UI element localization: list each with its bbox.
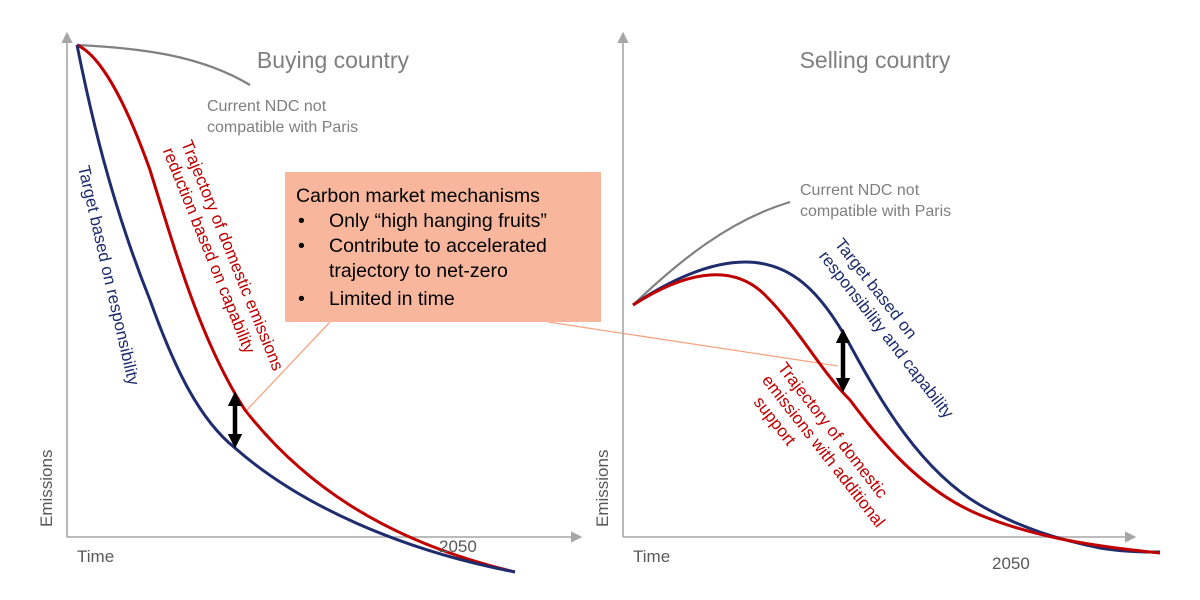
right-x-axis-label: Time: [633, 547, 670, 566]
right-panel: Selling country Current NDC not compatib…: [547, 31, 1161, 573]
right-panel-title: Selling country: [800, 47, 951, 73]
left-ndc-note-line: Current NDC not: [207, 98, 327, 115]
right-blue-curve-label-line: responsibility and capability: [815, 247, 958, 422]
left-x-axis-label: Time: [77, 547, 114, 566]
callout-bullet-3: Limited in time: [329, 288, 455, 310]
callout-bullet-symbol: •: [298, 235, 305, 257]
left-ndc-note-line: compatible with Paris: [207, 119, 358, 136]
left-y-axis-label: Emissions: [37, 450, 56, 527]
left-connector-line: [244, 321, 331, 413]
callout-bullet-symbol: •: [298, 288, 305, 310]
right-y-axis-label: Emissions: [593, 450, 612, 527]
left-red-trajectory-curve: [76, 43, 516, 574]
right-connector-line: [547, 321, 839, 367]
left-red-curve-label-line: Trajectory of domestic emissions: [177, 137, 287, 373]
callout-bullet-2-line-1: Contribute to accelerated: [329, 235, 547, 257]
left-blue-curve-label: Target based on responsibility: [74, 164, 143, 388]
right-red-curve-label: Trajectory of domestic emissions with ad…: [742, 359, 907, 547]
left-panel-title: Buying country: [257, 47, 410, 73]
right-red-curve-label-line: emissions with additional: [758, 371, 889, 531]
left-blue-target-curve: [75, 44, 516, 574]
right-ndc-note-line: compatible with Paris: [800, 203, 951, 220]
left-blue-curve-label-line: Target based on responsibility: [74, 164, 143, 388]
right-red-trajectory-curve: [632, 273, 1161, 555]
right-year-label: 2050: [992, 554, 1030, 573]
right-ndc-note-line: Current NDC not: [800, 182, 920, 199]
callout-box: Carbon market mechanisms • Only “high ha…: [285, 172, 601, 322]
left-ndc-note: Current NDC not compatible with Paris: [207, 98, 358, 136]
left-year-label: 2050: [439, 537, 477, 556]
callout-bullet-symbol: •: [298, 210, 305, 232]
left-ndc-curve: [76, 43, 251, 86]
callout-bullet-1: Only “high hanging fruits”: [329, 210, 547, 232]
right-blue-target-curve: [632, 260, 1161, 554]
right-ndc-curve: [632, 200, 791, 306]
callout-heading: Carbon market mechanisms: [296, 185, 540, 207]
right-ndc-note: Current NDC not compatible with Paris: [800, 182, 951, 220]
callout-bullet-2-line-2: trajectory to net-zero: [329, 260, 508, 282]
callout-background: [285, 172, 601, 322]
